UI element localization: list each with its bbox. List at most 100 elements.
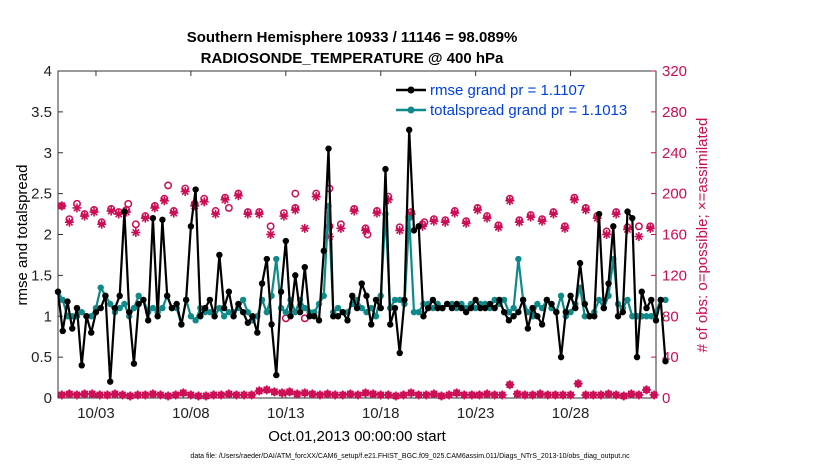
rmse-point bbox=[391, 304, 399, 312]
left-axis-ticks: 0 0.5 1 1.5 2 2.5 3 3.5 4 bbox=[31, 63, 63, 407]
rmse-point bbox=[230, 313, 237, 320]
totalspread-point bbox=[595, 296, 603, 304]
rmse-point bbox=[439, 304, 446, 312]
rmse-point bbox=[662, 358, 669, 365]
y2-tick-label: 160 bbox=[662, 227, 687, 244]
rmse-point bbox=[225, 288, 233, 295]
rmse-point bbox=[315, 317, 323, 324]
obs-possible-marker bbox=[131, 220, 140, 229]
totalspread-point bbox=[629, 313, 636, 320]
rmse-point bbox=[197, 313, 204, 320]
totalspread-point bbox=[391, 296, 399, 304]
rmse-point bbox=[576, 259, 584, 267]
x-tick-label: 10/23 bbox=[457, 405, 495, 422]
y-tick-label: 3 bbox=[44, 145, 52, 162]
rmse-point bbox=[453, 300, 460, 308]
rmse-point bbox=[249, 313, 256, 320]
rmse-point bbox=[311, 313, 318, 320]
totalspread-point bbox=[135, 292, 142, 300]
rmse-point bbox=[358, 280, 365, 287]
rmse-point bbox=[368, 321, 375, 328]
totalspread-point bbox=[282, 308, 290, 316]
rmse-point bbox=[88, 329, 95, 336]
rmse-point bbox=[619, 308, 626, 316]
rmse-point bbox=[111, 304, 119, 312]
rmse-point bbox=[73, 304, 81, 312]
rmse-point bbox=[64, 298, 71, 305]
rmse-point bbox=[429, 296, 437, 304]
y2-tick-label: 280 bbox=[662, 104, 687, 121]
y-tick-label: 3.5 bbox=[31, 104, 52, 121]
totalspread-point bbox=[301, 304, 308, 312]
y-tick-label: 0 bbox=[44, 390, 52, 407]
rmse-point bbox=[605, 280, 612, 287]
rmse-point bbox=[657, 296, 664, 304]
rmse-point bbox=[292, 272, 299, 279]
rmse-point bbox=[54, 288, 62, 295]
rmse-point bbox=[624, 208, 631, 215]
rmse-point bbox=[282, 237, 290, 245]
rmse-point bbox=[201, 304, 209, 312]
obs-possible-marker bbox=[124, 199, 133, 208]
rmse-point bbox=[633, 353, 641, 361]
rmse-point bbox=[135, 300, 142, 308]
totalspread-point bbox=[130, 304, 138, 312]
rmse-point bbox=[591, 313, 598, 320]
rmse-point bbox=[567, 292, 574, 300]
rmse-point bbox=[140, 296, 147, 304]
totalspread-point bbox=[538, 304, 546, 312]
totalspread-point bbox=[206, 308, 214, 316]
rmse-point bbox=[277, 288, 285, 295]
rmse-point bbox=[382, 165, 389, 173]
series-lines bbox=[54, 126, 669, 385]
totalspread-point bbox=[225, 308, 233, 316]
x-tick-label: 10/28 bbox=[552, 405, 590, 422]
rmse-point bbox=[372, 296, 380, 304]
rmse-point bbox=[638, 288, 645, 295]
y-tick-label: 0.5 bbox=[31, 349, 52, 366]
rmse-point bbox=[168, 304, 176, 312]
y-tick-label: 2.5 bbox=[31, 186, 52, 203]
rmse-point bbox=[377, 304, 384, 312]
x-tick-label: 10/03 bbox=[77, 405, 115, 422]
obs-low-markers bbox=[57, 379, 659, 401]
rmse-point bbox=[306, 313, 313, 320]
totalspread-point bbox=[662, 296, 669, 304]
obs-possible-marker bbox=[291, 189, 300, 198]
rmse-point bbox=[557, 353, 565, 361]
y-axis-label: rmse and totalspread bbox=[14, 165, 31, 306]
rmse-point bbox=[206, 296, 214, 304]
totalspread-point bbox=[491, 296, 498, 304]
rmse-point bbox=[173, 300, 180, 308]
rmse-point bbox=[406, 126, 413, 134]
rmse-point bbox=[102, 292, 109, 300]
totalspread-point bbox=[415, 308, 422, 316]
rmse-point bbox=[301, 264, 308, 271]
rmse-point bbox=[629, 214, 636, 222]
rmse-point bbox=[562, 308, 570, 316]
x-tick-label: 10/08 bbox=[172, 405, 210, 422]
rmse-point bbox=[586, 313, 593, 320]
rmse-point bbox=[83, 313, 90, 320]
totalspread-point bbox=[624, 296, 631, 304]
chart-title-line1: Southern Hemisphere 10933 / 11146 = 98.0… bbox=[187, 29, 518, 46]
y2-tick-label: 320 bbox=[662, 63, 687, 80]
y-tick-label: 2 bbox=[44, 227, 52, 244]
rmse-point bbox=[652, 317, 660, 324]
y-tick-label: 4 bbox=[44, 63, 52, 80]
totalspread-point bbox=[505, 308, 513, 316]
rmse-point bbox=[130, 360, 138, 367]
totalspread-point bbox=[581, 313, 589, 320]
y2-axis-label: # of obs: o=possible; ×=assimilated bbox=[694, 118, 711, 353]
rmse-point bbox=[92, 308, 100, 316]
rmse-point bbox=[486, 300, 494, 308]
rmse-point bbox=[448, 304, 456, 312]
rmse-point bbox=[534, 313, 541, 320]
footer-data-file: data file: /Users/raeder/DAI/ATM_forcXX/… bbox=[190, 453, 630, 460]
y2-tick-label: 0 bbox=[662, 390, 670, 407]
totalspread-point bbox=[97, 284, 104, 291]
rmse-point bbox=[462, 308, 470, 316]
rmse-point bbox=[121, 208, 128, 215]
legend: rmse grand pr = 1.1107 totalspread grand… bbox=[396, 82, 627, 119]
rmse-point bbox=[424, 304, 432, 312]
